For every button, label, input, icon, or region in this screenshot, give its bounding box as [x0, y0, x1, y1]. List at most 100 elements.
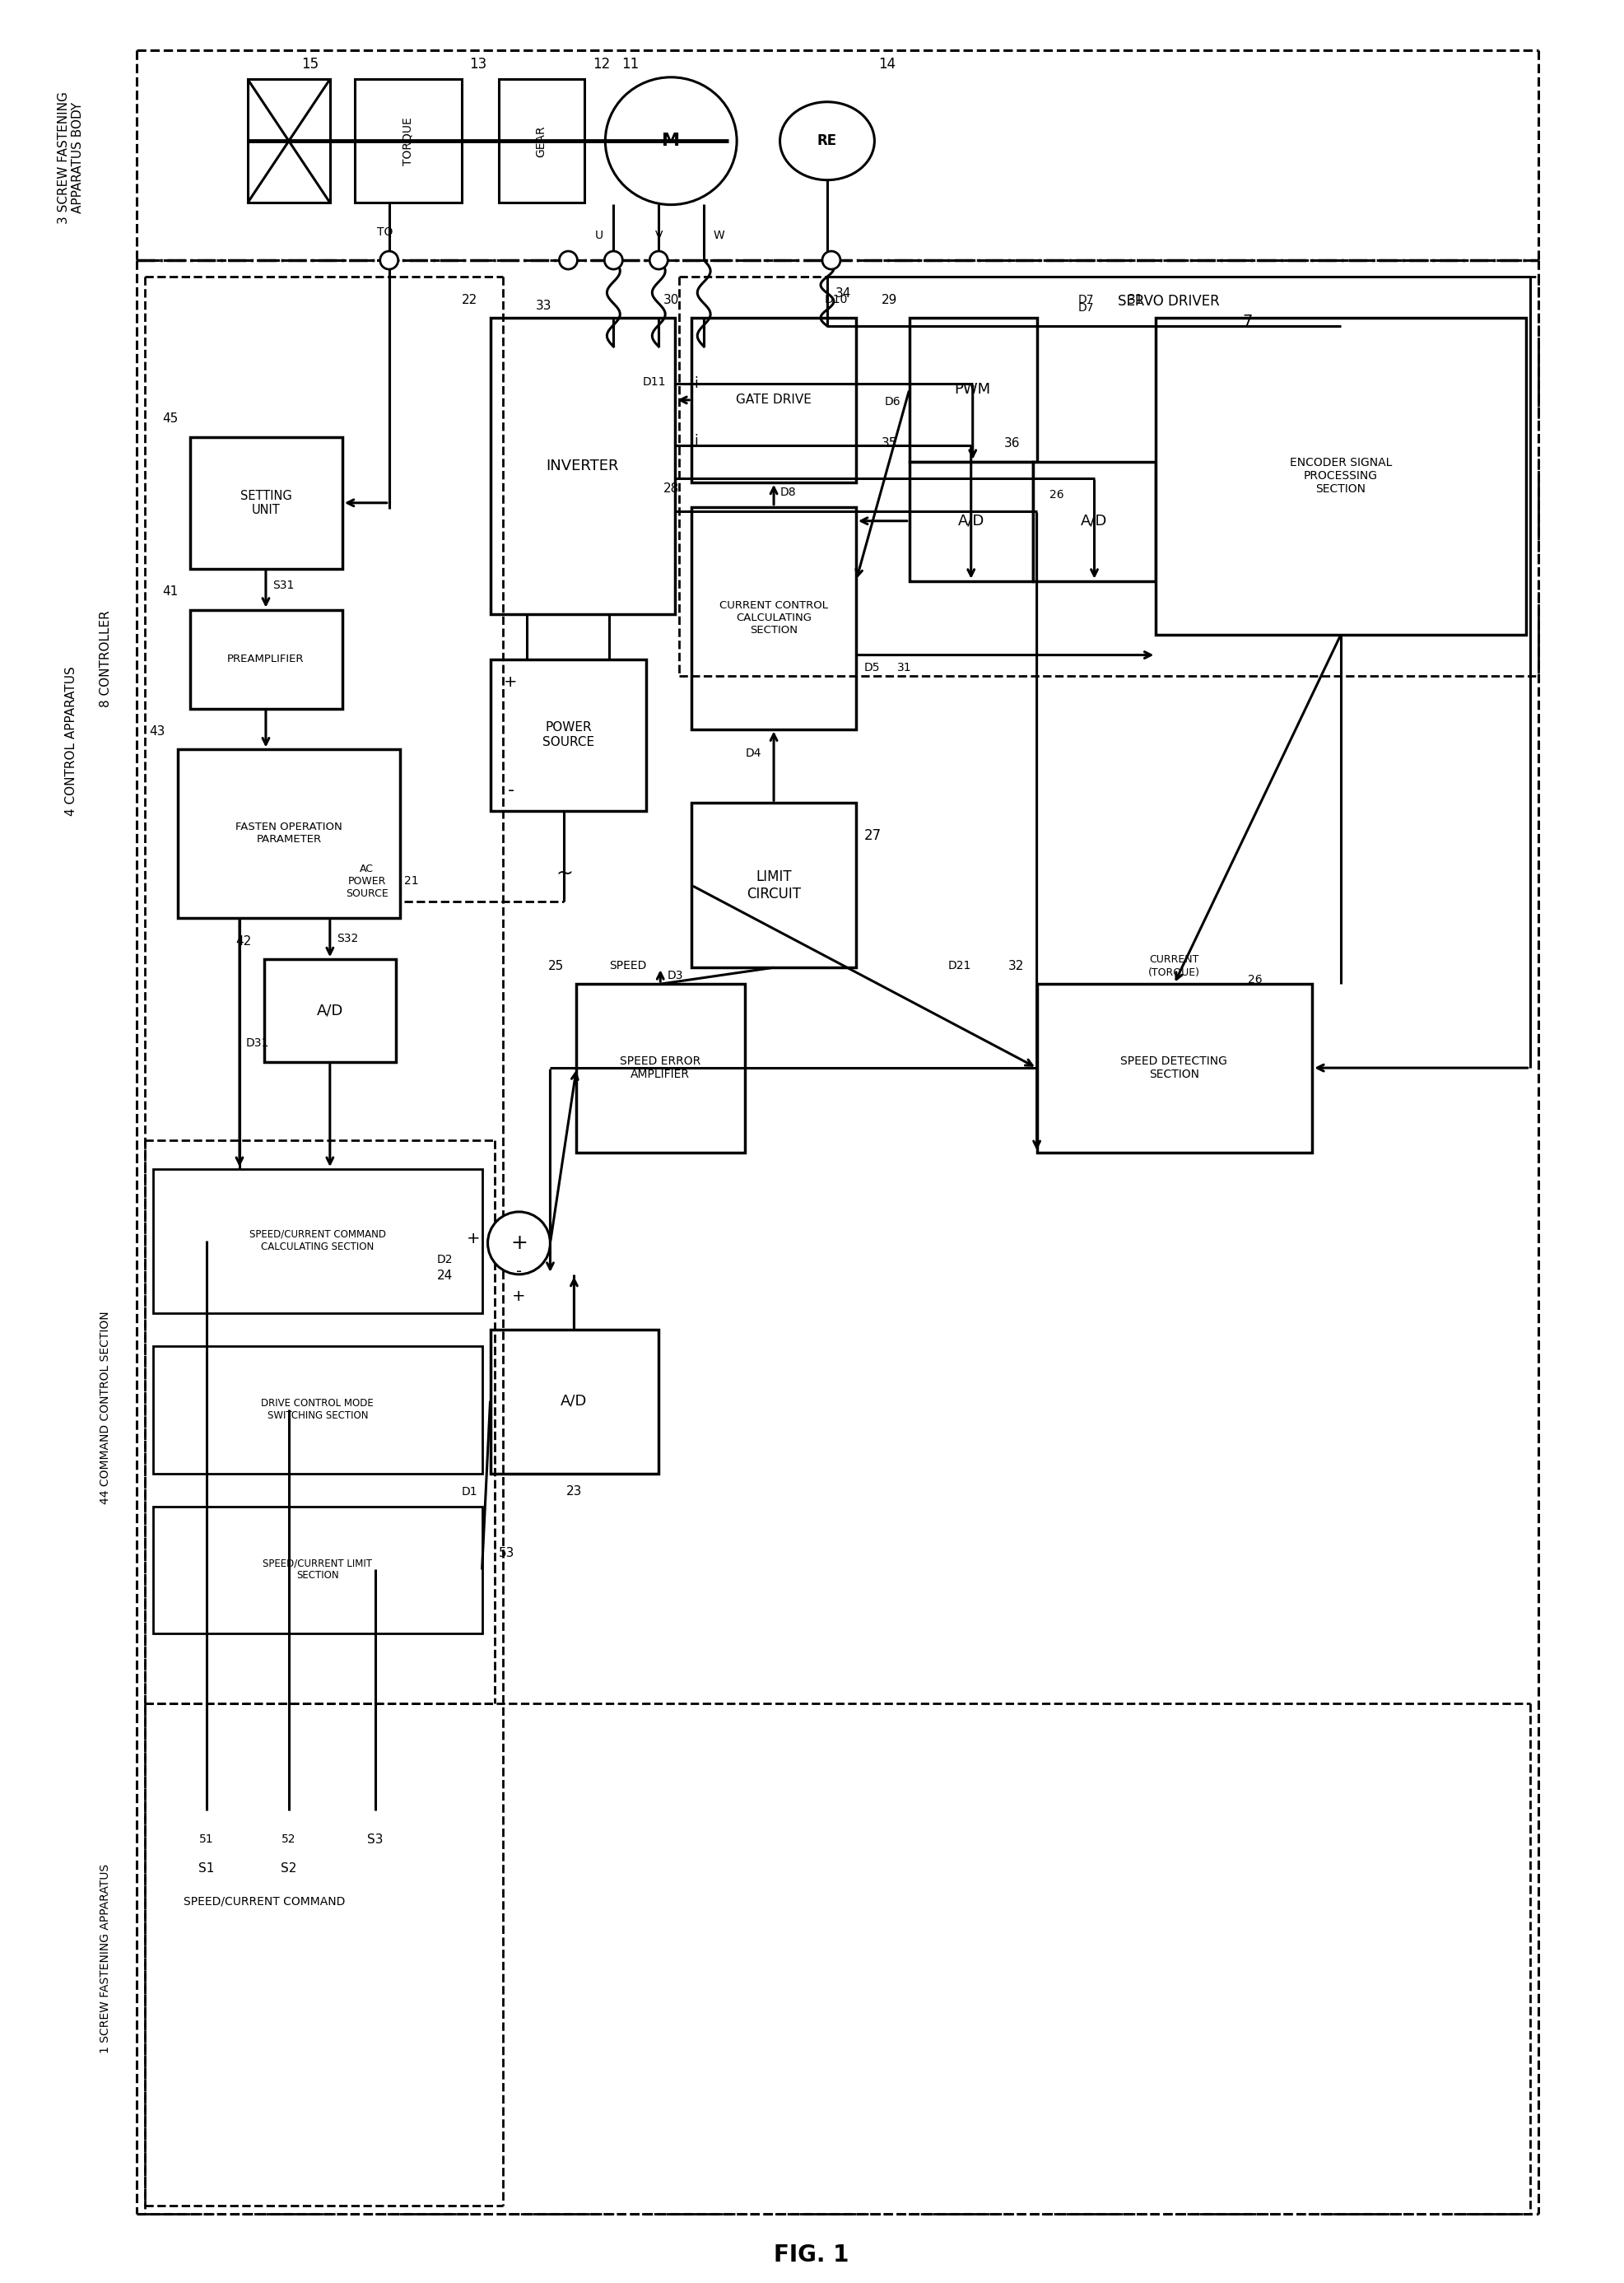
- Text: INVERTER: INVERTER: [546, 459, 619, 473]
- Text: GEAR: GEAR: [536, 126, 547, 158]
- Text: SPEED/CURRENT COMMAND
CALCULATING SECTION: SPEED/CURRENT COMMAND CALCULATING SECTIO…: [248, 1228, 387, 1251]
- Bar: [490, 1329, 659, 1473]
- Bar: [490, 317, 676, 614]
- Text: 7: 7: [1242, 315, 1252, 329]
- Text: 23: 23: [567, 1486, 581, 1498]
- Bar: [1156, 317, 1527, 635]
- Bar: [909, 317, 1036, 461]
- Text: 21: 21: [404, 874, 419, 888]
- Text: 24: 24: [437, 1269, 453, 1283]
- Text: D2: D2: [437, 1253, 453, 1265]
- Text: +: +: [512, 1288, 526, 1304]
- Circle shape: [559, 251, 578, 269]
- Circle shape: [380, 251, 398, 269]
- Text: M: M: [663, 132, 680, 148]
- Ellipse shape: [780, 103, 874, 180]
- Text: 13: 13: [469, 57, 487, 71]
- Text: 31: 31: [1127, 295, 1143, 306]
- Bar: [490, 660, 646, 810]
- Bar: [909, 461, 1033, 580]
- Text: 34: 34: [836, 288, 851, 299]
- Text: 52: 52: [281, 1833, 296, 1845]
- Text: D1: D1: [461, 1486, 477, 1498]
- Text: SPEED/CURRENT LIMIT
SECTION: SPEED/CURRENT LIMIT SECTION: [263, 1557, 372, 1582]
- Text: 41: 41: [162, 584, 179, 598]
- Text: RE: RE: [817, 132, 836, 148]
- Bar: [577, 984, 745, 1153]
- Text: SPEED: SPEED: [609, 961, 646, 973]
- Text: U: U: [594, 231, 603, 242]
- Text: i: i: [693, 377, 698, 390]
- Text: D7: D7: [1078, 295, 1095, 306]
- Text: i: i: [693, 434, 698, 447]
- Text: -: -: [516, 1262, 521, 1278]
- Text: 36: 36: [1004, 438, 1020, 450]
- Text: +: +: [468, 1231, 481, 1247]
- Text: SERVO DRIVER: SERVO DRIVER: [1117, 295, 1220, 308]
- Text: GATE DRIVE: GATE DRIVE: [736, 395, 812, 406]
- Text: 4 CONTROL APPARATUS: 4 CONTROL APPARATUS: [65, 667, 78, 817]
- Text: W: W: [713, 231, 724, 242]
- Text: 45: 45: [162, 413, 179, 425]
- Text: D5: D5: [864, 662, 880, 673]
- Text: A/D: A/D: [1082, 514, 1108, 527]
- Text: 12: 12: [593, 57, 611, 71]
- Text: 44 COMMAND CONTROL SECTION: 44 COMMAND CONTROL SECTION: [99, 1310, 112, 1504]
- Text: D10: D10: [825, 295, 848, 306]
- Text: SETTING
UNIT: SETTING UNIT: [240, 489, 292, 516]
- Text: 27: 27: [864, 829, 882, 842]
- Bar: [1033, 461, 1156, 580]
- Text: 51: 51: [200, 1833, 214, 1845]
- Circle shape: [487, 1212, 551, 1274]
- Text: 22: 22: [463, 295, 477, 306]
- Text: S1: S1: [198, 1863, 214, 1874]
- Text: FASTEN OPERATION
PARAMETER: FASTEN OPERATION PARAMETER: [235, 822, 343, 845]
- Ellipse shape: [606, 78, 737, 205]
- Bar: [190, 436, 343, 568]
- Text: 11: 11: [622, 57, 640, 71]
- Text: SPEED ERROR
AMPLIFIER: SPEED ERROR AMPLIFIER: [620, 1055, 702, 1080]
- Bar: [153, 1169, 482, 1313]
- Text: +: +: [510, 1233, 528, 1253]
- Bar: [692, 804, 856, 968]
- Bar: [692, 317, 856, 482]
- Text: 28: 28: [664, 482, 679, 495]
- Text: 14: 14: [879, 57, 895, 71]
- Text: LIMIT
CIRCUIT: LIMIT CIRCUIT: [747, 870, 801, 902]
- Circle shape: [650, 251, 667, 269]
- Text: 33: 33: [536, 299, 552, 313]
- Text: POWER
SOURCE: POWER SOURCE: [542, 721, 594, 749]
- Bar: [248, 80, 330, 203]
- Text: 43: 43: [149, 726, 166, 737]
- Text: 42: 42: [235, 936, 252, 947]
- Text: D21: D21: [948, 961, 971, 973]
- Text: AC
POWER
SOURCE: AC POWER SOURCE: [346, 863, 388, 900]
- Text: S31: S31: [273, 580, 294, 591]
- Text: D4: D4: [745, 749, 762, 760]
- Circle shape: [822, 251, 840, 269]
- Text: FIG. 1: FIG. 1: [775, 2244, 849, 2267]
- Text: ~: ~: [555, 863, 573, 884]
- Bar: [354, 80, 461, 203]
- Text: +: +: [503, 673, 518, 689]
- Text: 31: 31: [896, 662, 911, 673]
- Text: 25: 25: [549, 959, 564, 973]
- Text: 1 SCREW FASTENING APPARATUS: 1 SCREW FASTENING APPARATUS: [99, 1863, 112, 2052]
- Text: S32: S32: [336, 934, 359, 945]
- Bar: [179, 749, 400, 918]
- Text: D6: D6: [885, 395, 901, 406]
- Text: D31: D31: [247, 1036, 270, 1048]
- Text: S2: S2: [281, 1863, 297, 1874]
- Text: 15: 15: [300, 57, 318, 71]
- Text: 26: 26: [1049, 489, 1064, 500]
- Text: 35: 35: [882, 438, 896, 450]
- Text: 32: 32: [1009, 959, 1025, 973]
- Text: D3: D3: [667, 970, 684, 982]
- Bar: [1036, 984, 1312, 1153]
- Text: CURRENT
(TORQUE): CURRENT (TORQUE): [1148, 954, 1200, 977]
- Text: TQ: TQ: [377, 226, 393, 237]
- Text: 8 CONTROLLER: 8 CONTROLLER: [99, 610, 112, 708]
- Text: 53: 53: [499, 1548, 515, 1559]
- Text: S3: S3: [367, 1833, 383, 1845]
- Bar: [190, 610, 343, 708]
